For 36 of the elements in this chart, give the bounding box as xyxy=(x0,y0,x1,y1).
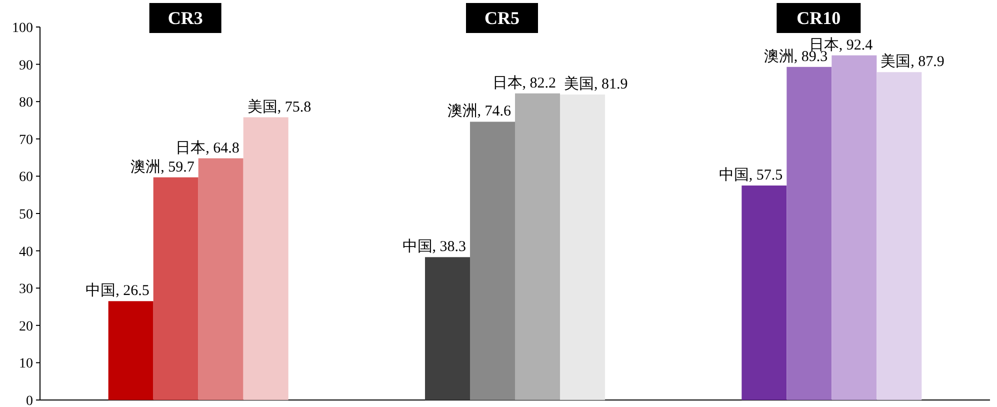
bar xyxy=(108,301,154,400)
y-tick-label: 20 xyxy=(19,319,33,334)
bar xyxy=(243,117,288,400)
y-tick-label: 50 xyxy=(19,208,33,222)
y-tick-label: 100 xyxy=(12,21,33,36)
data-label: 美国, 87.9 xyxy=(880,53,944,70)
data-label: 美国, 75.8 xyxy=(247,98,312,116)
data-label: 美国, 81.9 xyxy=(564,76,628,93)
y-tick-label: 30 xyxy=(19,282,33,298)
y-tick-label: 40 xyxy=(19,244,33,260)
bar xyxy=(425,257,470,400)
bar xyxy=(832,55,877,400)
y-tick-label: 60 xyxy=(19,170,33,186)
bar xyxy=(153,177,198,400)
data-label: 中国, 26.5 xyxy=(86,282,150,300)
bar xyxy=(742,186,787,400)
data-label: 澳洲, 74.6 xyxy=(447,102,512,120)
x-tick-label: CR10 xyxy=(796,8,841,28)
x-tick-label: CR5 xyxy=(484,8,520,28)
data-label: 中国, 57.5 xyxy=(718,166,783,184)
y-tick-label: 70 xyxy=(19,132,33,148)
bar xyxy=(470,122,515,400)
y-tick-label: 90 xyxy=(19,58,33,74)
data-label: 日本, 64.8 xyxy=(176,139,240,156)
y-tick-label: 80 xyxy=(19,96,33,111)
bar xyxy=(515,93,560,400)
data-label: 日本, 82.2 xyxy=(492,74,556,92)
bar xyxy=(198,158,244,400)
data-label: 中国, 38.3 xyxy=(402,238,466,256)
x-tick-label: CR3 xyxy=(168,8,203,28)
bar xyxy=(560,94,605,400)
y-tick-label: 0 xyxy=(26,394,33,407)
data-label: 澳洲, 59.7 xyxy=(130,158,195,176)
y-tick-label: 10 xyxy=(19,356,33,372)
bar xyxy=(876,72,922,400)
bar xyxy=(786,66,832,400)
